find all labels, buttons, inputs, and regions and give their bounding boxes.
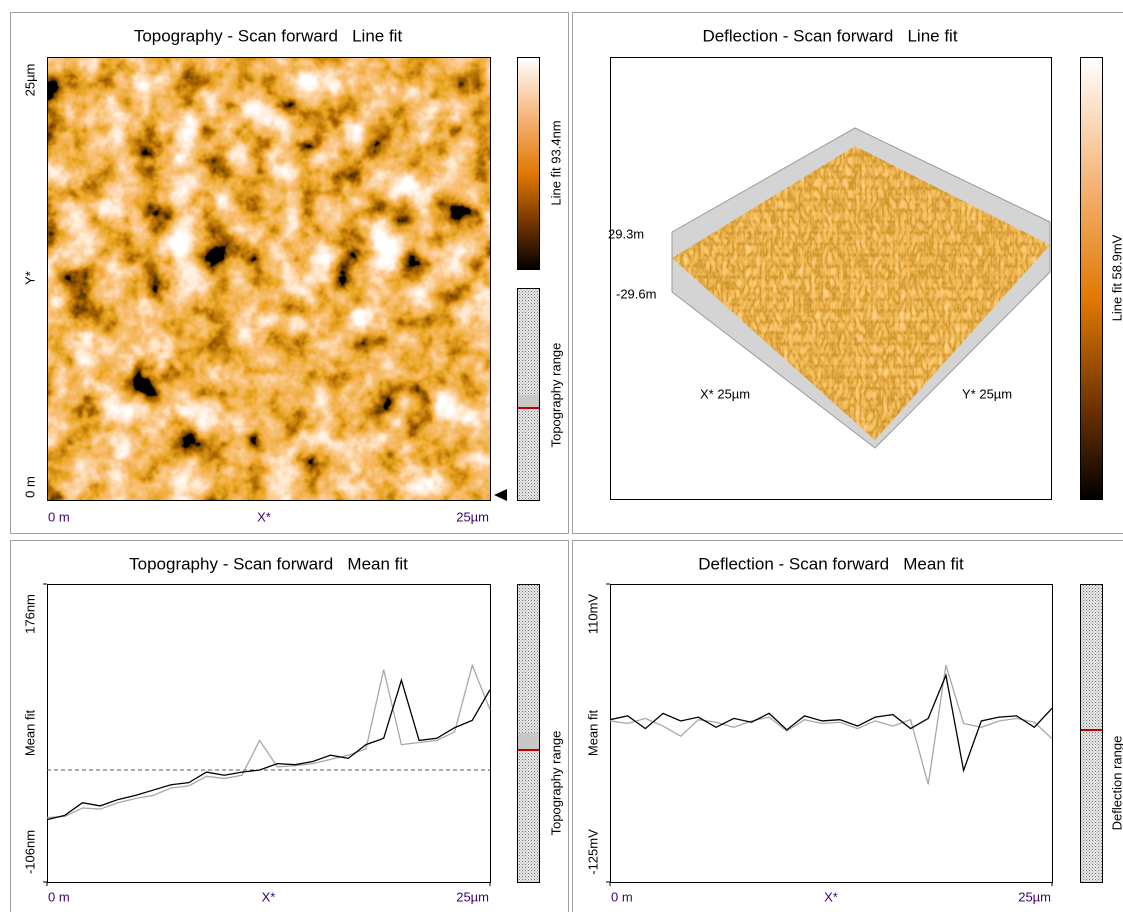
- z-label: -29.6m: [616, 286, 656, 301]
- axis-label: Y*: [22, 271, 37, 285]
- range-arrow[interactable]: [494, 489, 507, 501]
- range-label: Deflection range: [1109, 736, 1123, 831]
- panel-title: Topography - Scan forward Line fit: [134, 26, 403, 45]
- y-tick-label: 110mV: [585, 594, 600, 635]
- plot-border: [47, 584, 491, 883]
- image-border: [47, 57, 491, 501]
- x-tick-label: 25µm: [1018, 889, 1051, 904]
- range-bar: [1080, 584, 1103, 883]
- y-axis-label: Mean fit: [585, 709, 600, 756]
- axis-end-label: 0 m: [22, 476, 37, 498]
- colorbar: [1080, 57, 1103, 500]
- colorbar-label: Line fit 93.4nm: [548, 120, 563, 205]
- axis-end-label: 25µm: [22, 64, 37, 97]
- axis-label: X*: [257, 509, 271, 524]
- range-bars: [517, 584, 1103, 883]
- y-tick-label: -106nm: [22, 830, 37, 874]
- y-axis-label: Mean fit: [22, 709, 37, 756]
- panel-frames: [10, 12, 1123, 912]
- axis-end-label: 0 m: [48, 509, 70, 524]
- height-map: [47, 57, 490, 500]
- plot-border: [610, 584, 1053, 883]
- axis-end-label: 25µm: [456, 509, 489, 524]
- range-label: Topography range: [548, 343, 563, 448]
- x-tick-label: 0 m: [48, 889, 70, 904]
- y-tick-label: 176nm: [22, 594, 37, 634]
- deflection-3d: [610, 57, 1103, 500]
- profile-line: [609, 673, 1053, 773]
- x-tick-label: 0 m: [611, 889, 633, 904]
- range-bar: [517, 288, 540, 501]
- x-axis-label: X*: [262, 889, 276, 904]
- z-label: 29.3m: [608, 226, 644, 241]
- range-label: Topography range: [548, 731, 563, 836]
- profile-line: [609, 664, 1053, 785]
- profile-line: [46, 663, 491, 819]
- y-tick-label: -125mV: [585, 829, 600, 875]
- axis-label: X* 25µm: [700, 386, 750, 401]
- axis-label: Y* 25µm: [962, 386, 1012, 401]
- profile-line: [46, 677, 491, 821]
- panel-title: Deflection - Scan forward Mean fit: [698, 554, 964, 573]
- panel-title: Deflection - Scan forward Line fit: [702, 26, 957, 45]
- panel-title: Topography - Scan forward Mean fit: [129, 554, 408, 573]
- range-window: [518, 733, 539, 750]
- colorbar-label: Line fit 58.9mV: [1109, 234, 1123, 321]
- topography-image: [47, 57, 540, 501]
- x-axis-label: X*: [824, 889, 838, 904]
- x-tick-label: 25µm: [456, 889, 489, 904]
- colorbar: [517, 57, 540, 270]
- range-window: [518, 395, 539, 408]
